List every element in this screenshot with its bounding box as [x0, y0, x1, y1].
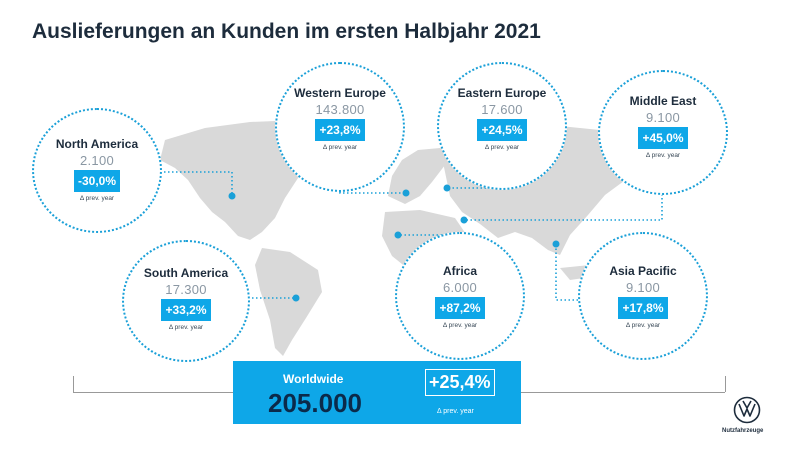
western-europe-marker: [402, 189, 410, 197]
asia-pacific-marker: [552, 240, 560, 248]
region-change-note: Δ prev. year: [322, 144, 358, 151]
middle-east-marker: [460, 216, 468, 224]
region-change-note: Δ prev. year: [484, 144, 520, 151]
region-change-badge: +23,8%: [315, 119, 365, 141]
region-change-badge: +33,2%: [161, 299, 211, 321]
region-western-europe: Western Europe 143.800 +23,8% Δ prev. ye…: [275, 62, 405, 192]
region-change-note: Δ prev. year: [168, 324, 204, 331]
bracket-right-tick: [725, 376, 726, 392]
region-north-america: North America 2.100 -30,0% Δ prev. year: [32, 108, 162, 233]
connector-north-america: [160, 171, 233, 196]
vw-logo-icon: [733, 396, 761, 424]
worldwide-label: Worldwide: [283, 372, 344, 386]
region-change-note: Δ prev. year: [625, 322, 661, 329]
region-change-badge: +45,0%: [638, 127, 688, 149]
region-change-badge: -30,0%: [73, 170, 121, 192]
region-change-note: Δ prev. year: [645, 152, 681, 159]
region-change-badge: +87,2%: [435, 297, 485, 319]
worldwide-change-note: Δ prev. year: [437, 408, 474, 415]
region-change-badge: +24,5%: [477, 119, 527, 141]
region-value: 9.100: [625, 280, 661, 295]
bracket-left-tick: [73, 376, 74, 392]
region-south-america: South America 17.300 +33,2% Δ prev. year: [122, 240, 250, 362]
south-america-landmass: [255, 248, 322, 356]
region-value: 143.800: [315, 102, 365, 117]
south-america-marker: [292, 294, 300, 302]
region-name: Eastern Europe: [457, 86, 547, 100]
region-name: South America: [143, 266, 229, 280]
region-africa: Africa 6.000 +87,2% Δ prev. year: [395, 232, 525, 360]
region-name: Asia Pacific: [609, 264, 677, 278]
worldwide-total: 205.000: [268, 388, 362, 418]
region-value: 17.600: [481, 102, 523, 117]
worldwide-change-badge: +25,4%: [425, 369, 495, 396]
region-value: 6.000: [442, 280, 478, 295]
region-change-note: Δ prev. year: [79, 195, 115, 202]
europe-landmass: [388, 148, 445, 204]
north-america-marker: [228, 192, 236, 200]
region-value: 2.100: [79, 153, 115, 168]
africa-marker: [394, 231, 402, 239]
region-middle-east: Middle East 9.100 +45,0% Δ prev. year: [598, 70, 728, 195]
worldwide-summary: Worldwide 205.000 +25,4% Δ prev. year: [233, 361, 521, 424]
connector-western-europe: [339, 160, 406, 194]
region-name: Africa: [442, 264, 477, 278]
region-value: 9.100: [645, 110, 681, 125]
bracket-left-line: [73, 392, 233, 393]
region-name: Western Europe: [294, 86, 386, 100]
region-change-note: Δ prev. year: [442, 322, 478, 329]
region-asia-pacific: Asia Pacific 9.100 +17,8% Δ prev. year: [578, 232, 708, 360]
region-eastern-europe: Eastern Europe 17.600 +24,5% Δ prev. yea…: [437, 62, 567, 190]
eastern-europe-marker: [443, 184, 451, 192]
region-change-badge: +17,8%: [618, 297, 668, 319]
bracket-right-line: [521, 392, 725, 393]
brand-name: Nutzfahrzeuge: [722, 428, 764, 434]
region-value: 17.300: [165, 282, 207, 297]
region-name: Middle East: [629, 94, 697, 108]
region-name: North America: [55, 137, 139, 151]
page-title: Auslieferungen an Kunden im ersten Halbj…: [32, 20, 541, 43]
